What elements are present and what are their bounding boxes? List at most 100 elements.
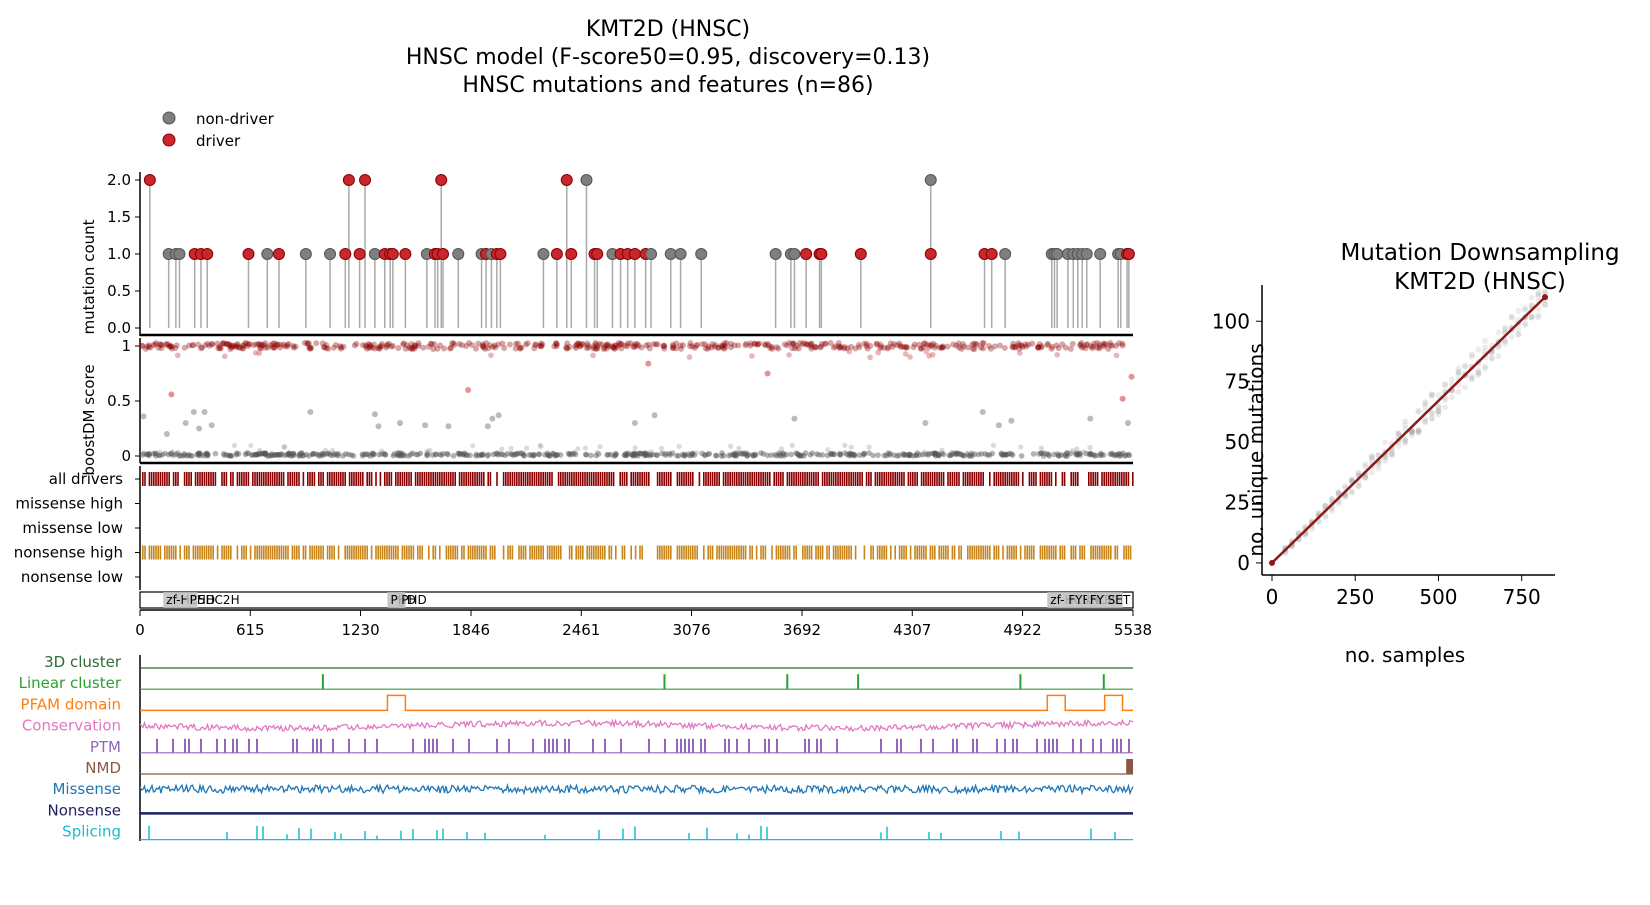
boostdm-low-score-point xyxy=(569,451,576,458)
track-bar xyxy=(214,472,217,486)
track-bar xyxy=(828,472,830,486)
boostdm-high-score-point xyxy=(338,344,345,351)
downsampling-sample-point xyxy=(1475,367,1482,374)
boostdm-high-score-point xyxy=(756,340,763,347)
track-bar xyxy=(505,472,507,486)
downsampling-sample-point xyxy=(1362,474,1369,481)
track-bar xyxy=(476,545,478,560)
track-bar xyxy=(511,472,514,486)
boostdm-high-score-point xyxy=(618,345,625,352)
track-bar xyxy=(296,545,298,560)
boostdm-high-score-point xyxy=(916,341,923,348)
ptm-bar xyxy=(728,738,730,753)
track-bar xyxy=(758,472,760,486)
boostdm-high-score-point xyxy=(673,340,680,347)
boostdm-high-score-point xyxy=(920,340,927,347)
boostdm-low-score-point xyxy=(196,450,203,457)
boostdm-high-score-point xyxy=(240,345,247,352)
boostdm-low-score-point xyxy=(654,452,660,459)
ptm-bar xyxy=(816,738,818,753)
track-bar xyxy=(1030,472,1033,486)
boostdm-low-score-point xyxy=(415,451,421,458)
boostdm-low-score-point xyxy=(921,449,927,455)
boostdm-high-score-point xyxy=(1107,340,1114,347)
track-bar xyxy=(445,472,448,486)
boostdm-point xyxy=(764,370,771,377)
ptm-bar xyxy=(320,738,322,753)
x-tick-label: 4922 xyxy=(1003,621,1041,639)
driver-mutation-point xyxy=(386,248,399,260)
downsampling-sample-point xyxy=(1535,314,1542,321)
boostdm-low-score-point xyxy=(538,444,544,450)
boostdm-high-score-point xyxy=(761,341,768,348)
boostdm-high-score-point xyxy=(881,344,888,351)
downsampling-sample-point xyxy=(1422,403,1429,410)
boostdm-high-score-point xyxy=(145,344,152,351)
lollipop-ytick-label: 1.0 xyxy=(107,245,131,263)
boostdm-low-score-point xyxy=(1113,452,1120,458)
boostdm-high-score-point xyxy=(513,340,520,347)
lollipop-ytick-label: 0.0 xyxy=(107,319,131,337)
track-bar xyxy=(172,545,175,560)
downsampling-sample-point xyxy=(1482,344,1489,351)
track-bar xyxy=(656,472,659,486)
track-bar xyxy=(584,472,586,486)
track-bar xyxy=(1041,472,1044,486)
boostdm-low-score-point xyxy=(256,450,263,457)
feature-label-PFAM-domain: PFAM domain xyxy=(21,695,121,713)
track-bar xyxy=(386,472,388,486)
downsampling-xlabel: no. samples xyxy=(1345,643,1465,667)
track-bar xyxy=(755,472,758,486)
track-bar xyxy=(632,472,635,486)
boostdm-low-score-point xyxy=(316,453,322,459)
track-bar xyxy=(894,472,896,486)
ptm-bar xyxy=(820,738,822,753)
track-bar xyxy=(901,545,903,560)
track-bar xyxy=(694,545,696,560)
driver-mutation-point xyxy=(359,174,372,186)
boostdm-high-score-point xyxy=(965,344,972,351)
track-bar xyxy=(362,545,364,560)
track-bar xyxy=(148,545,151,560)
ptm-bar xyxy=(256,738,258,753)
track-bar xyxy=(777,472,780,486)
ptm-bar xyxy=(1048,738,1050,753)
track-bar xyxy=(157,545,159,560)
boostdm-low-score-point xyxy=(1090,451,1096,458)
ptm-bar xyxy=(184,738,186,753)
boostdm-high-score-point xyxy=(1035,344,1042,351)
boostdm-low-score-point xyxy=(195,451,202,457)
boostdm-low-score-point xyxy=(743,450,749,457)
boostdm-high-score-point xyxy=(817,344,824,351)
boostdm-low-score-point xyxy=(274,451,281,458)
domain-box xyxy=(1047,592,1066,608)
track-bar xyxy=(346,545,349,560)
boostdm-high-score-point xyxy=(325,345,332,352)
lollipop-ylabel: mutation count xyxy=(80,219,98,334)
track-bar xyxy=(590,472,593,486)
boostdm-high-score-point xyxy=(235,344,242,351)
track-bar xyxy=(381,545,384,560)
ptm-bar xyxy=(676,738,678,753)
boostdm-high-score-point xyxy=(616,341,623,348)
boostdm-high-score-point xyxy=(660,343,667,350)
boostdm-high-score-point xyxy=(875,349,881,356)
boostdm-high-score-point xyxy=(1107,342,1114,349)
boostdm-high-score-point xyxy=(903,344,910,351)
boostdm-high-score-point xyxy=(694,341,701,348)
downsampling-sample-point xyxy=(1355,483,1362,490)
track-bar xyxy=(520,545,522,560)
downsampling-sample-point xyxy=(1455,369,1462,376)
track-bar xyxy=(883,472,885,486)
track-bar xyxy=(1123,472,1125,486)
track-bar xyxy=(168,472,170,486)
downsampling-sample-point xyxy=(1362,461,1369,468)
track-bar xyxy=(401,472,404,486)
track-bar xyxy=(718,472,720,486)
track-bar xyxy=(245,472,247,486)
non-driver-mutation-point xyxy=(788,248,801,260)
downsampling-sample-point xyxy=(1428,415,1435,422)
downsampling-origin-point xyxy=(1268,559,1275,566)
track-bar xyxy=(742,545,745,560)
track-bar xyxy=(898,545,901,560)
